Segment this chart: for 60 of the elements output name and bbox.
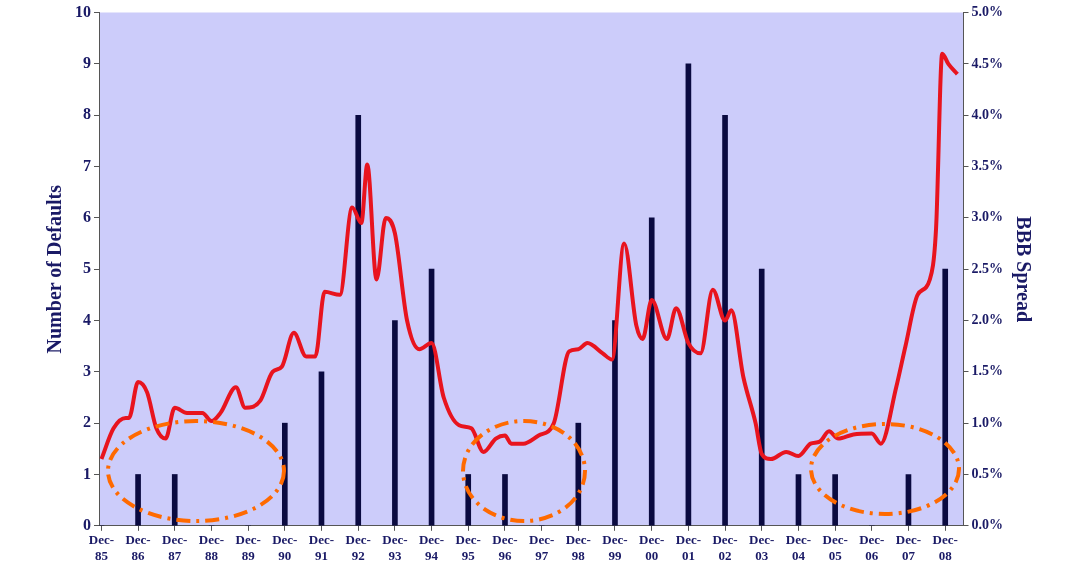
bar: [758, 268, 765, 526]
x-tick-label: Dec-04: [785, 531, 812, 563]
x-tick-label: Dec-07: [895, 531, 922, 563]
y-tick-label: 10: [75, 2, 91, 20]
bar: [942, 268, 949, 526]
line-series: [99, 51, 960, 462]
y-tick-label: 9: [83, 54, 91, 72]
x-tick-label: Dec-93: [382, 531, 408, 563]
x-tick-label: Dec-97: [529, 531, 555, 563]
y2-tick-label: 0.0%: [971, 517, 1003, 533]
y-tick-label: 6: [83, 208, 91, 226]
bar: [722, 114, 728, 526]
x-tick-label: Dec-05: [822, 531, 848, 563]
bar: [355, 114, 362, 526]
x-tick-label: Dec-87: [162, 531, 188, 563]
y-tick-label: 5: [83, 259, 91, 277]
x-tick-label: Dec-85: [88, 531, 115, 563]
x-tick-label: Dec-89: [235, 531, 261, 563]
bar: [502, 474, 508, 526]
y-tick-label: 0: [83, 515, 91, 533]
y2-tick-label: 0.5%: [971, 466, 1003, 482]
x-tick-label: Dec-96: [492, 531, 518, 563]
y-tick-label: 7: [83, 156, 91, 174]
y2-tick-label: 3.5%: [971, 158, 1003, 174]
y-tick-label: 4: [83, 310, 91, 328]
bar: [575, 422, 582, 526]
x-tick-label: Dec-91: [308, 531, 335, 563]
x-tick-label: Dec-01: [675, 531, 702, 563]
x-tick-label: Dec-86: [125, 531, 151, 563]
x-tick-label: Dec-08: [932, 531, 958, 563]
bar: [648, 217, 655, 526]
y-tick-label: 3: [83, 361, 91, 379]
bar: [135, 474, 141, 526]
y2-tick-label: 1.0%: [971, 414, 1003, 430]
x-tick-label: Dec-92: [345, 531, 371, 563]
y2-tick-label: 2.5%: [971, 260, 1003, 276]
x-tick-label: Dec-94: [418, 531, 445, 563]
x-tick-label: Dec-90: [272, 531, 298, 563]
y-tick-label: 1: [83, 464, 91, 482]
y2-tick-label: 1.5%: [971, 363, 1003, 379]
y2-tick-label: 5.0%: [971, 4, 1003, 20]
y2-tick-label: 2.0%: [971, 312, 1003, 328]
y2-axis-title: BBB Spread: [1011, 216, 1035, 323]
y-tick-label: 2: [83, 413, 91, 431]
x-tick-label: Dec-98: [565, 531, 591, 563]
x-tick-label: Dec-06: [859, 531, 885, 563]
bar: [832, 474, 838, 526]
bar: [392, 320, 398, 526]
y2-tick-label: 4.5%: [971, 55, 1003, 71]
x-tick-label: Dec-02: [712, 531, 738, 563]
y2-tick-label: 3.0%: [971, 209, 1003, 225]
y-tick-label: 8: [83, 105, 91, 123]
bar: [171, 474, 178, 526]
x-tick-label: Dec-03: [749, 531, 775, 563]
x-tick-label: Dec-99: [602, 531, 628, 563]
y2-tick-label: 4.0%: [971, 106, 1003, 122]
x-tick-label: Dec-88: [198, 531, 225, 563]
x-tick-label: Dec-95: [455, 531, 481, 563]
x-tick-label: Dec-00: [639, 531, 665, 563]
y-axis-title: Number of Defaults: [43, 184, 66, 354]
